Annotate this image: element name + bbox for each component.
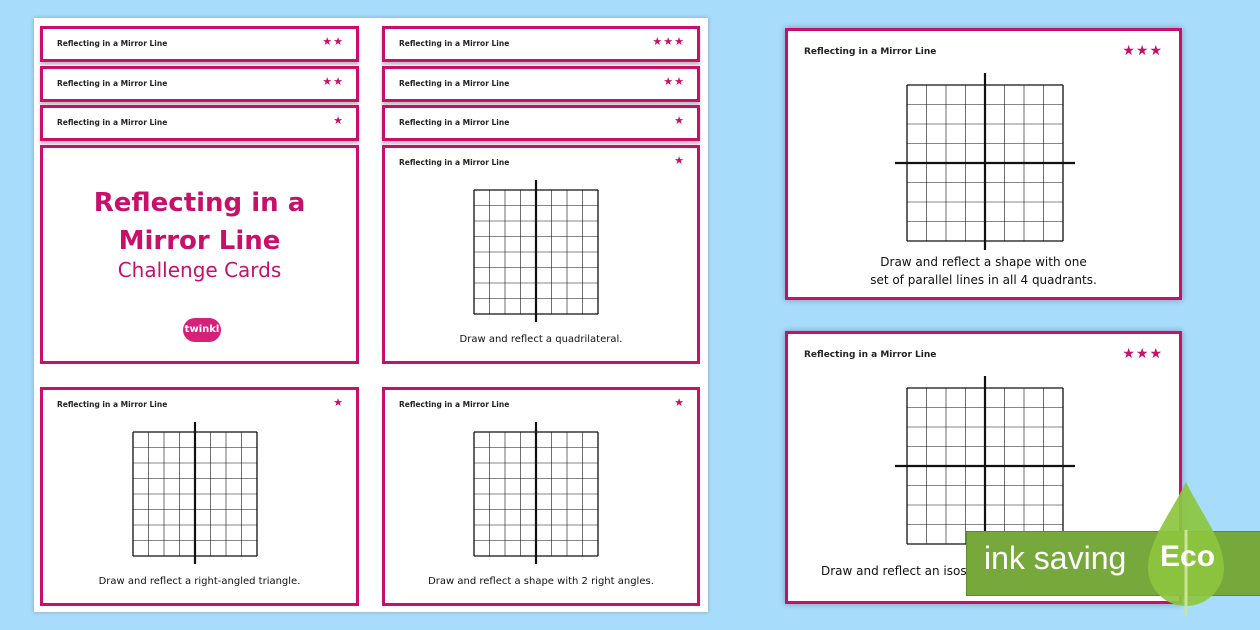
challenge-card: Reflecting in a Mirror Line ★ Draw and re… [40,387,359,606]
card-caption: Draw and reflect an isosc [821,564,974,578]
challenge-card: Reflecting in a Mirror Line ★★★ Draw and … [785,28,1182,300]
star-rating: ★★★ [1122,43,1163,59]
challenge-card: Reflecting in a Mirror Line ★ Draw and re… [382,145,700,364]
title-line-1: Reflecting in a [93,188,306,218]
star-rating: ★★★ [1122,346,1163,362]
star-rating: ★ [674,396,685,409]
leaf-icon [1148,482,1224,616]
stacked-card: Reflecting in a Mirror Line ★ [382,105,700,141]
card-header: Reflecting in a Mirror Line [57,79,168,88]
four-quadrant-grid [895,73,1075,250]
star-rating: ★★★ [652,35,685,48]
card-header: Reflecting in a Mirror Line [399,79,510,88]
star-rating: ★ [674,114,685,127]
card-header: Reflecting in a Mirror Line [804,47,937,57]
star-rating: ★★ [663,75,685,88]
card-caption: Draw and reflect a quadrilateral. [459,334,623,345]
mirror-grid [132,422,258,564]
stacked-card: Reflecting in a Mirror Line ★ [40,105,359,141]
title-line-2: Mirror Line [118,226,281,256]
card-header: Reflecting in a Mirror Line [57,400,168,409]
star-rating: ★ [333,396,344,409]
card-caption-line-2: set of parallel lines in all 4 quadrants… [870,273,1097,287]
card-header: Reflecting in a Mirror Line [399,118,510,127]
star-rating: ★★ [322,75,344,88]
star-rating: ★ [674,154,685,167]
mirror-grid [473,422,599,564]
card-caption-line-1: Draw and reflect a shape with one [880,255,1087,269]
card-header: Reflecting in a Mirror Line [57,39,168,48]
stacked-card: Reflecting in a Mirror Line ★★ [382,66,700,102]
cover-card: Reflecting in a Mirror Line Challenge Car… [40,145,359,364]
stacked-card: Reflecting in a Mirror Line ★★★ [382,26,700,62]
stacked-card: Reflecting in a Mirror Line ★★ [40,66,359,102]
card-header: Reflecting in a Mirror Line [399,400,510,409]
star-rating: ★ [333,114,344,127]
card-caption: Draw and reflect a shape with 2 right an… [428,576,654,587]
cover-title: Reflecting in a Mirror Line [43,184,356,260]
card-caption: Draw and reflect a right-angled triangle… [98,576,301,587]
stacked-card: Reflecting in a Mirror Line ★★ [40,26,359,62]
card-header: Reflecting in a Mirror Line [57,118,168,127]
star-rating: ★★ [322,35,344,48]
card-header: Reflecting in a Mirror Line [399,158,510,167]
eco-label: Eco [1160,540,1216,573]
card-header: Reflecting in a Mirror Line [399,39,510,48]
four-quadrant-grid [895,376,1075,553]
ink-saving-label: ink saving [984,540,1127,576]
challenge-card: Reflecting in a Mirror Line ★ Draw and re… [382,387,700,606]
mirror-grid [473,180,599,322]
card-header: Reflecting in a Mirror Line [804,350,937,360]
cover-subtitle: Challenge Cards [117,258,282,282]
twinkl-logo: twinkl [183,318,221,342]
